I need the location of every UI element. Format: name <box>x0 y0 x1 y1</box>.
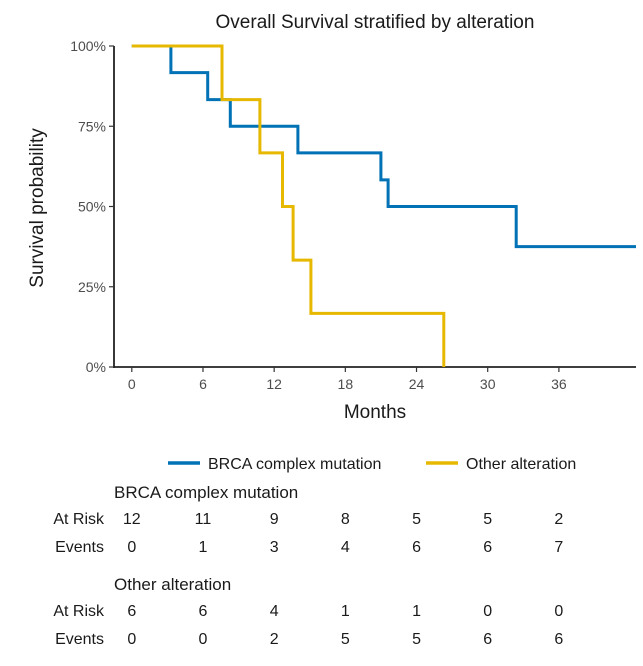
at-risk-row-value: 12 <box>123 511 141 528</box>
events-row-value: 6 <box>554 631 563 648</box>
x-tick-label: 6 <box>199 376 207 392</box>
x-tick-label: 24 <box>409 376 425 392</box>
chart-title: Overall Survival stratified by alteratio… <box>216 12 535 33</box>
events-row-label: Events <box>55 631 104 648</box>
events-row-value: 4 <box>341 539 350 556</box>
y-axis-title: Survival probability <box>27 128 48 288</box>
events-row-value: 2 <box>270 631 279 648</box>
events-row-value: 3 <box>270 539 279 556</box>
x-axis-title: Months <box>344 402 406 423</box>
events-row-value: 6 <box>483 631 492 648</box>
at-risk-row-value: 1 <box>341 603 350 620</box>
survival-line <box>131 44 636 249</box>
survival-line <box>131 44 446 367</box>
risk-group-title: BRCA complex mutation <box>114 483 298 502</box>
at-risk-row-value: 5 <box>483 511 492 528</box>
at-risk-row-value: 0 <box>483 603 492 620</box>
y-tick-label: 75% <box>78 118 106 134</box>
events-row-value: 7 <box>554 539 563 556</box>
legend: BRCA complex mutation Other alteration <box>168 456 576 473</box>
at-risk-row-label: At Risk <box>53 603 105 620</box>
y-tick-label: 50% <box>78 199 106 215</box>
legend-label: BRCA complex mutation <box>208 456 381 473</box>
at-risk-row-value: 4 <box>270 603 279 620</box>
at-risk-row-value: 1 <box>412 603 421 620</box>
at-risk-row-value: 6 <box>127 603 136 620</box>
plot-area: 0% 25% 50% 75% 100% 0 6 12 18 24 30 36 <box>70 38 636 392</box>
events-row-value: 5 <box>341 631 350 648</box>
at-risk-row-value: 6 <box>199 603 208 620</box>
x-tick-label: 12 <box>266 376 282 392</box>
at-risk-row-value: 5 <box>412 511 421 528</box>
y-tick-label: 100% <box>70 38 106 54</box>
x-tick-label: 36 <box>551 376 567 392</box>
events-row-value: 0 <box>127 539 136 556</box>
events-row-value: 0 <box>199 631 208 648</box>
at-risk-row-value: 8 <box>341 511 350 528</box>
at-risk-row-value: 0 <box>554 603 563 620</box>
y-tick-label: 0% <box>86 359 106 375</box>
events-row-value: 5 <box>412 631 421 648</box>
events-row-value: 6 <box>483 539 492 556</box>
legend-label: Other alteration <box>466 456 576 473</box>
x-tick-label: 18 <box>338 376 354 392</box>
risk-group-title: Other alteration <box>114 575 231 594</box>
x-tick-label: 0 <box>128 376 136 392</box>
at-risk-row-value: 2 <box>554 511 563 528</box>
at-risk-row-value: 9 <box>270 511 279 528</box>
events-row-value: 0 <box>127 631 136 648</box>
y-tick-label: 25% <box>78 279 106 295</box>
at-risk-row-value: 11 <box>195 511 212 528</box>
events-row-label: Events <box>55 539 104 556</box>
events-row-value: 6 <box>412 539 421 556</box>
at-risk-row-label: At Risk <box>53 511 105 528</box>
x-tick-label: 30 <box>480 376 496 392</box>
events-row-value: 1 <box>199 539 208 556</box>
